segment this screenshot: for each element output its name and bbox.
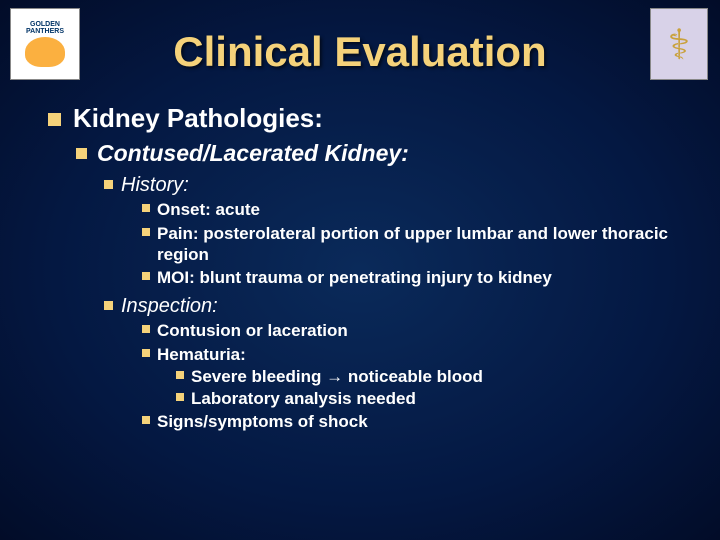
hematuria-sub-1: Laboratory analysis needed [191,388,690,409]
level4-item: Onset: acute [142,199,690,220]
bullet-icon [142,228,150,236]
hematuria-sub-0: Severe bleeding → noticeable blood [191,366,690,387]
level4-item: Contusion or laceration [142,320,690,341]
bullet-icon [142,325,150,333]
level3-history: History: [104,173,690,197]
logo-left-label: GOLDEN PANTHERS [11,21,79,35]
logo-right: ⚕ [650,8,708,80]
level2-text: Contused/Lacerated Kidney: [97,140,409,168]
history-heading: History: [121,173,189,197]
bullet-icon [142,272,150,280]
inspection-item-1: Hematuria: [157,344,690,365]
level4-item: Hematuria: [142,344,690,365]
bullet-icon [104,301,113,310]
slide-title: Clinical Evaluation [0,0,720,76]
history-item-2: MOI: blunt trauma or penetrating injury … [157,267,690,288]
bullet-icon [104,180,113,189]
logo-left: GOLDEN PANTHERS [10,8,80,80]
inspection-item-0: Contusion or laceration [157,320,690,341]
level5-item: Laboratory analysis needed [176,388,690,409]
panther-icon [25,37,65,67]
bullet-icon [76,148,87,159]
level4-item: Pain: posterolateral portion of upper lu… [142,223,690,266]
history-item-1: Pain: posterolateral portion of upper lu… [157,223,690,266]
level5-item: Severe bleeding → noticeable blood [176,366,690,387]
bullet-icon [48,113,61,126]
bullet-icon [142,204,150,212]
content-area: Kidney Pathologies: Contused/Lacerated K… [0,76,720,433]
history-item-0: Onset: acute [157,199,690,220]
inspection-heading: Inspection: [121,294,218,318]
level2-item: Contused/Lacerated Kidney: [76,140,690,168]
caduceus-icon: ⚕ [668,20,691,69]
level4-item: Signs/symptoms of shock [142,411,690,432]
level1-text: Kidney Pathologies: [73,104,323,134]
level1-item: Kidney Pathologies: [48,104,690,134]
bullet-icon [142,416,150,424]
bullet-icon [176,393,184,401]
level3-inspection: Inspection: [104,294,690,318]
bullet-icon [142,349,150,357]
bullet-icon [176,371,184,379]
inspection-item-2: Signs/symptoms of shock [157,411,690,432]
level4-item: MOI: blunt trauma or penetrating injury … [142,267,690,288]
